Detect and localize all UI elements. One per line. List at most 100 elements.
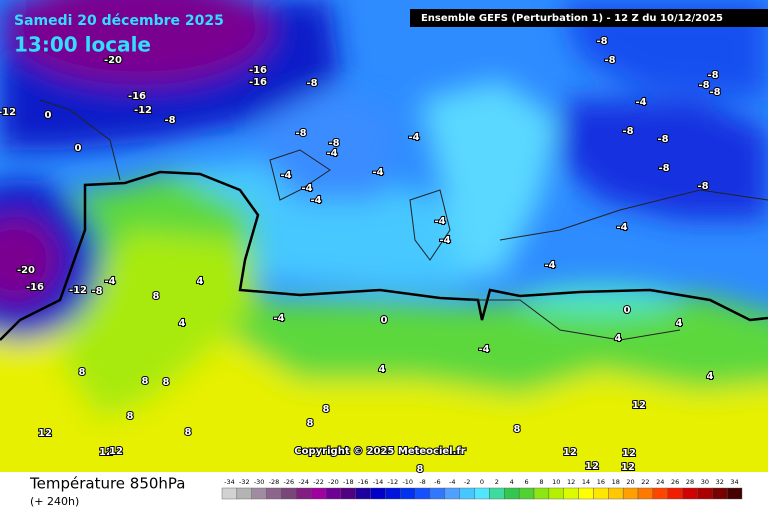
colorbar-swatch [429, 487, 446, 500]
colorbar-label: 32 [716, 478, 724, 486]
contour-label: 8 [514, 424, 521, 435]
colorbar-label: 4 [510, 478, 514, 486]
contour-label: -4 [301, 183, 312, 194]
contour-label: 12 [99, 447, 113, 458]
colorbar-swatch [444, 487, 460, 500]
contour-label: 8 [323, 404, 330, 415]
contour-label: 12 [621, 462, 635, 473]
contour-label: -12 [0, 107, 16, 118]
colorbar-swatch [340, 487, 356, 500]
colorbar-swatch [608, 487, 624, 500]
colorbar-swatch [504, 487, 520, 500]
contour-label: 4 [379, 364, 386, 375]
colorbar-swatch [637, 487, 654, 500]
contour-label: 12 [38, 428, 52, 439]
colorbar-label: 28 [686, 478, 694, 486]
colorbar-label: 26 [671, 478, 679, 486]
contour-label: -4 [544, 260, 555, 271]
contour-label: -4 [280, 170, 291, 181]
contour-label: -16 [249, 77, 267, 88]
colorbar-label: -4 [449, 478, 455, 486]
contour-label: 12 [109, 446, 123, 457]
contour-label: 0 [381, 315, 388, 326]
colorbar-label: -12 [388, 478, 399, 486]
colorbar-label: 14 [582, 478, 590, 486]
colorbar-swatch [459, 487, 475, 500]
colorbar-label: 24 [656, 478, 664, 486]
contour-label: 4 [707, 371, 714, 382]
copyright: Copyright © 2025 Meteociel.fr [294, 446, 465, 457]
coastlines [39, 99, 768, 341]
colorbar-swatch [414, 487, 431, 500]
contour-label: -8 [306, 78, 317, 89]
colorbar-label: -28 [269, 478, 280, 486]
contour-label: -4 [104, 276, 115, 287]
colorbar-swatch [652, 487, 668, 500]
contour-label: -4 [439, 235, 450, 246]
contour-label: -8 [295, 128, 306, 139]
colorbar-swatch [578, 487, 594, 500]
contour-label: 8 [307, 418, 314, 429]
contour-label: 12 [622, 448, 636, 459]
contour-label: -8 [657, 134, 668, 145]
time: 13:00 locale [14, 33, 151, 57]
colorbar-swatch [697, 487, 713, 500]
footer-title: Température 850hPa [29, 475, 186, 493]
colorbar-swatch [712, 487, 728, 500]
colorbar-label: -32 [239, 478, 250, 486]
zero-isotherm [0, 170, 768, 341]
colorbar-label: 30 [701, 478, 709, 486]
colorbar-label: -2 [464, 478, 470, 486]
colorbar-swatch [266, 487, 282, 500]
contour-label: -8 [596, 36, 607, 47]
colorbar-label: 16 [597, 478, 605, 486]
colorbar-swatch [682, 487, 698, 500]
contour-label: -16 [249, 65, 267, 76]
colorbar-label: -10 [402, 478, 413, 486]
contour-label: -8 [709, 87, 720, 98]
colorbar-label: 2 [495, 478, 499, 486]
contour-label: -8 [697, 181, 708, 192]
contour-label: -20 [17, 265, 35, 276]
contour-label: -4 [635, 97, 646, 108]
colorbar-swatch [622, 487, 639, 500]
contour-label: 8 [127, 411, 134, 422]
footer-lead: (+ 240h) [30, 495, 79, 508]
colorbar-swatch [221, 487, 238, 500]
contour-label: 8 [142, 376, 149, 387]
colorbar-label: -34 [224, 478, 235, 486]
colorbar-swatch [385, 487, 401, 500]
contour-label: 0 [45, 110, 52, 121]
colorbar-label: 10 [552, 478, 560, 486]
colorbar-swatch [593, 487, 609, 500]
model-info: Ensemble GEFS (Perturbation 1) - 12 Z du… [421, 13, 723, 24]
colorbar-label: -22 [313, 478, 324, 486]
contour-label: -4 [326, 148, 337, 159]
contour-label: 8 [417, 464, 424, 475]
colorbar-label: -6 [434, 478, 440, 486]
contour-label: 4 [197, 276, 204, 287]
colorbar-label: -26 [284, 478, 295, 486]
contour-label: 8 [153, 291, 160, 302]
contour-label: -4 [310, 195, 321, 206]
contour-label: -8 [328, 138, 339, 149]
contour-label: -8 [658, 163, 669, 174]
contour-label: -8 [91, 286, 102, 297]
contour-label: -4 [616, 222, 627, 233]
contour-label: 4 [676, 318, 683, 329]
colorbar-label: 34 [730, 478, 738, 486]
colorbar-label: -18 [343, 478, 354, 486]
colorbar-label: 18 [612, 478, 620, 486]
contour-label: 12 [632, 400, 646, 411]
colorbar-swatch [355, 487, 371, 500]
contour-label: -4 [478, 344, 489, 355]
colorbar-label: 0 [480, 478, 484, 486]
contour-label: 8 [79, 367, 86, 378]
colorbar-label: -16 [358, 478, 369, 486]
contour-label: 0 [624, 305, 631, 316]
contour-label: -20 [104, 55, 122, 66]
contour-label: -8 [622, 126, 633, 137]
colorbar-swatch [251, 487, 267, 500]
